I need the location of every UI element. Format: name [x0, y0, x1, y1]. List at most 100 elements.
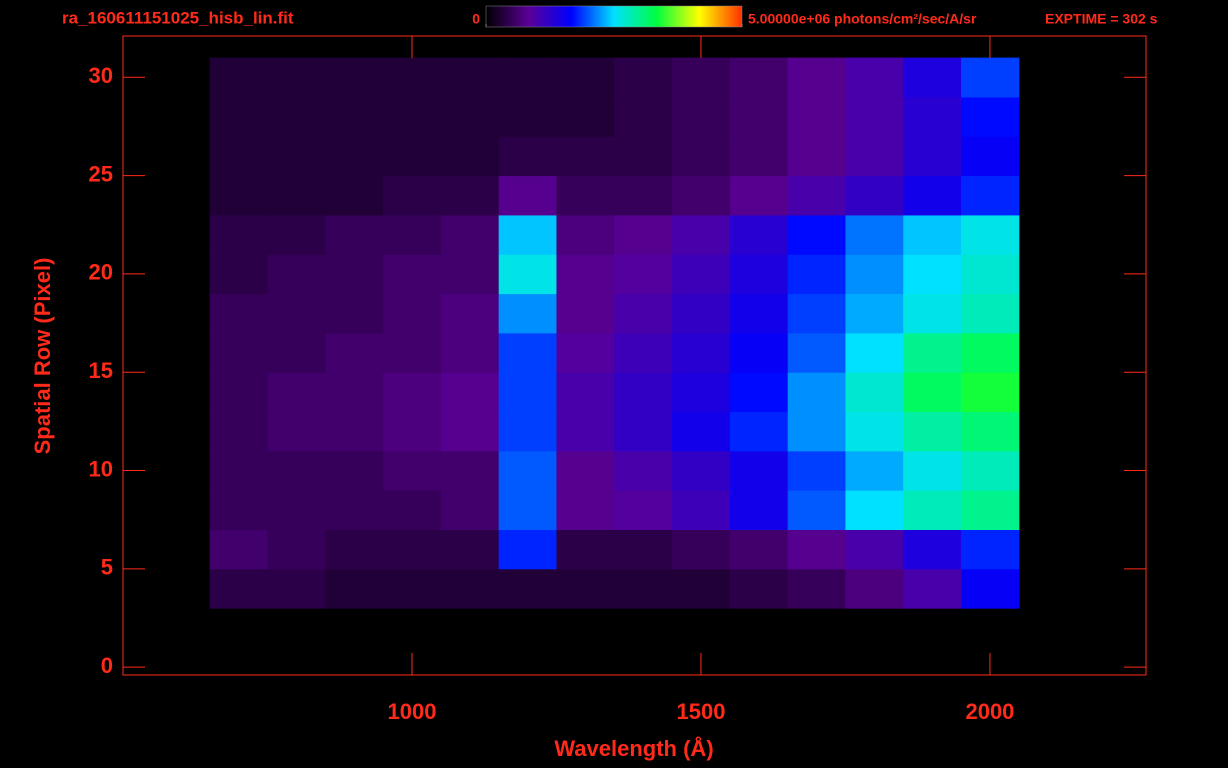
heatmap-cell [961, 96, 1020, 137]
x-axis-label: Wavelength (Å) [554, 735, 713, 761]
heatmap-cell [672, 568, 731, 609]
heatmap-cell [961, 568, 1020, 609]
heatmap-cell [845, 136, 904, 177]
heatmap-cell [961, 136, 1020, 177]
heatmap-cell [383, 411, 442, 452]
heatmap-cell [440, 96, 500, 137]
heatmap-cell [498, 372, 557, 413]
heatmap-cell [556, 254, 615, 295]
chart-title: ra_160611151025_hisb_lin.fit [62, 8, 294, 27]
heatmap-cell [614, 372, 673, 413]
heatmap-cell [672, 254, 731, 295]
heatmap-cell [556, 568, 615, 609]
heatmap-cell [209, 293, 268, 334]
heatmap-cell [787, 293, 846, 334]
heatmap-cell [498, 96, 557, 137]
heatmap-cell [845, 96, 904, 137]
heatmap-cell [961, 293, 1020, 334]
heatmap-cell [614, 254, 673, 295]
heatmap-cell [267, 175, 326, 216]
heatmap-cell [614, 293, 673, 334]
heatmap-cell [729, 529, 789, 570]
heatmap-cell [325, 372, 384, 413]
y-tick-label: 20 [89, 260, 113, 285]
heatmap-cell [787, 372, 846, 413]
heatmap-cell [614, 214, 673, 255]
heatmap-cell [903, 529, 962, 570]
heatmap-cell [729, 254, 789, 295]
heatmap-cell [961, 450, 1020, 491]
heatmap-cell [498, 293, 557, 334]
heatmap-cell [267, 372, 326, 413]
heatmap-cell [729, 136, 789, 177]
heatmap-cell [383, 214, 442, 255]
y-tick-label: 0 [101, 653, 113, 678]
heatmap-cell [325, 293, 384, 334]
heatmap-cell [383, 568, 442, 609]
heatmap-cell [383, 175, 442, 216]
heatmap-cell [498, 411, 557, 452]
heatmap-cell [614, 568, 673, 609]
heatmap-cell [845, 411, 904, 452]
heatmap-cell [845, 529, 904, 570]
heatmap-cell [787, 411, 846, 452]
heatmap-cell [729, 568, 789, 609]
heatmap-cell [903, 568, 962, 609]
heatmap-cell [556, 293, 615, 334]
heatmap-cell [383, 254, 442, 295]
heatmap-cell [729, 293, 789, 334]
heatmap-cell [325, 490, 384, 531]
heatmap-cell [325, 254, 384, 295]
heatmap-cell [614, 411, 673, 452]
x-tick-label: 2000 [965, 699, 1014, 724]
heatmap-cell [787, 96, 846, 137]
heatmap-cell [729, 214, 789, 255]
heatmap-cell [498, 568, 557, 609]
heatmap-cell [267, 411, 326, 452]
heatmap-cell [787, 332, 846, 373]
heatmap-cell [325, 136, 384, 177]
heatmap-cell [845, 332, 904, 373]
annotation: EXPTIME = 302 s [1045, 11, 1158, 27]
heatmap-cell [556, 411, 615, 452]
heatmap-cell [383, 490, 442, 531]
heatmap-cell [614, 57, 673, 98]
heatmap-cell [440, 214, 500, 255]
heatmap-cell [787, 254, 846, 295]
heatmap-cell [267, 136, 326, 177]
heatmap-cell [498, 57, 557, 98]
heatmap-cell [498, 490, 557, 531]
heatmap-cell [209, 372, 268, 413]
heatmap-cell [556, 529, 615, 570]
y-tick-label: 15 [89, 358, 113, 383]
heatmap-cell [672, 529, 731, 570]
heatmap-cell [267, 332, 326, 373]
heatmap-cell [267, 568, 326, 609]
heatmap-cell [209, 568, 268, 609]
heatmap-cell [903, 254, 962, 295]
heatmap-cell [498, 254, 557, 295]
heatmap-cell [209, 254, 268, 295]
heatmap-cell [845, 214, 904, 255]
heatmap-cell [267, 293, 326, 334]
heatmap-cell [903, 293, 962, 334]
heatmap-cell [961, 332, 1020, 373]
heatmap-cell [498, 450, 557, 491]
heatmap-cell [383, 450, 442, 491]
heatmap-cell [440, 293, 500, 334]
heatmap-cell [729, 490, 789, 531]
heatmap-cell [787, 214, 846, 255]
heatmap-cell [209, 411, 268, 452]
heatmap-cell [903, 450, 962, 491]
heatmap-cell [556, 490, 615, 531]
heatmap-cell [845, 372, 904, 413]
y-axis-label: Spatial Row (Pixel) [30, 258, 55, 455]
heatmap-cell [325, 568, 384, 609]
heatmap-cell [961, 57, 1020, 98]
heatmap-cell [903, 332, 962, 373]
heatmap-cell [325, 411, 384, 452]
heatmap-cell [787, 568, 846, 609]
heatmap-cell [614, 136, 673, 177]
heatmap-cell [440, 411, 500, 452]
